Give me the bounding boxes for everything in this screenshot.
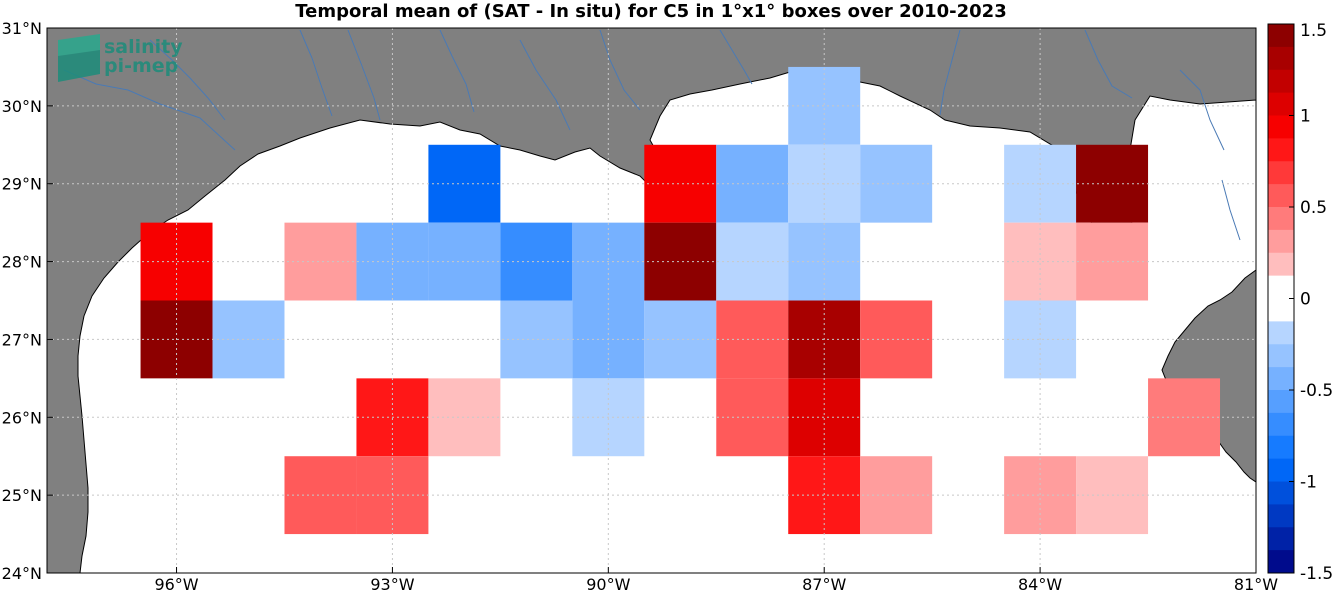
heatmap-cell bbox=[788, 456, 861, 535]
x-tick-label: 96°W bbox=[154, 575, 198, 594]
heatmap-cell bbox=[644, 222, 717, 301]
colorbar-segment bbox=[1268, 298, 1294, 322]
colorbar-segment bbox=[1268, 550, 1294, 574]
colorbar-segment bbox=[1268, 275, 1294, 299]
heatmap-cell bbox=[284, 456, 357, 535]
colorbar-axis: 1.5 1 0.5 0 -0.5 -1 -1.5 bbox=[1289, 21, 1333, 584]
x-tick-label: 81°W bbox=[1234, 575, 1278, 594]
x-tick-label: 84°W bbox=[1018, 575, 1062, 594]
colorbar-segment bbox=[1268, 527, 1294, 551]
heatmap-cell bbox=[860, 456, 933, 535]
y-tick-label: 27°N bbox=[2, 330, 42, 349]
colorbar-segment bbox=[1268, 69, 1294, 94]
colorbar-tick-label: -0.5 bbox=[1300, 381, 1333, 401]
latitude-axis: 24°N 25°N 26°N 27°N 28°N 29°N 30°N 31°N bbox=[2, 19, 53, 583]
y-tick-label: 31°N bbox=[2, 19, 42, 38]
colorbar-tick-label: 0.5 bbox=[1300, 198, 1327, 218]
longitude-axis: 96°W 93°W 90°W 87°W 84°W 81°W bbox=[154, 567, 1278, 594]
graticule bbox=[47, 28, 1256, 573]
colorbar-segment bbox=[1268, 435, 1294, 460]
river-lines bbox=[63, 29, 1241, 241]
colorbar-segment bbox=[1268, 207, 1294, 231]
heatmap-cell bbox=[860, 144, 933, 223]
heatmap-cell bbox=[428, 144, 501, 223]
chart-title: Temporal mean of (SAT - In situ) for C5 … bbox=[295, 1, 1006, 22]
colorbar-tick-label: 0 bbox=[1300, 290, 1311, 310]
x-tick-label: 87°W bbox=[802, 575, 846, 594]
heatmap-cell bbox=[500, 222, 573, 301]
colorbar-segment bbox=[1268, 458, 1294, 482]
colorbar-tick-label: 1.5 bbox=[1300, 21, 1327, 41]
heatmap-cell bbox=[860, 300, 933, 379]
x-tick-label: 90°W bbox=[586, 575, 630, 594]
y-tick-label: 25°N bbox=[2, 486, 42, 505]
heatmap-cell bbox=[644, 144, 717, 223]
heatmap-cell bbox=[428, 222, 501, 301]
x-tick-label: 93°W bbox=[370, 575, 414, 594]
heatmap-cell bbox=[1004, 456, 1077, 535]
colorbar-segment bbox=[1268, 138, 1294, 162]
colorbar-segment bbox=[1268, 115, 1294, 139]
colorbar bbox=[1267, 23, 1295, 574]
colorbar-tick-label: -1.5 bbox=[1300, 564, 1333, 584]
colorbar-segment bbox=[1268, 24, 1294, 48]
y-tick-label: 28°N bbox=[2, 253, 42, 272]
logo-line-2: pi-mep bbox=[104, 55, 178, 77]
heatmap-cell bbox=[500, 300, 573, 379]
colorbar-tick-label: -1 bbox=[1300, 473, 1317, 493]
colorbar-segment bbox=[1268, 46, 1294, 71]
colorbar-segment bbox=[1268, 229, 1294, 254]
y-tick-label: 24°N bbox=[2, 564, 42, 583]
colorbar-segment bbox=[1268, 161, 1294, 185]
colorbar-segment bbox=[1268, 367, 1294, 391]
colorbar-segment bbox=[1268, 252, 1294, 277]
colorbar-tick-label: 1 bbox=[1300, 107, 1311, 127]
y-tick-label: 30°N bbox=[2, 97, 42, 116]
logo-line-1: salinity bbox=[104, 36, 183, 58]
colorbar-segment bbox=[1268, 184, 1294, 208]
colorbar-segment bbox=[1268, 481, 1294, 505]
y-tick-label: 29°N bbox=[2, 175, 42, 194]
colorbar-segment bbox=[1268, 504, 1294, 528]
colorbar-segment bbox=[1268, 92, 1294, 116]
salinity-pi-mep-logo: salinity pi-mep bbox=[58, 34, 183, 82]
colorbar-segment bbox=[1268, 321, 1294, 345]
heatmap-cell bbox=[284, 222, 357, 301]
heatmap-cell bbox=[644, 300, 717, 379]
heatmap-cell bbox=[428, 378, 501, 457]
heatmap-cells bbox=[140, 66, 1221, 535]
y-tick-label: 26°N bbox=[2, 408, 42, 427]
plot-frame bbox=[46, 27, 1257, 574]
heatmap-cell bbox=[1004, 222, 1077, 301]
colorbar-segment bbox=[1268, 344, 1294, 368]
colorbar-segment bbox=[1268, 412, 1294, 437]
colorbar-segment bbox=[1268, 390, 1294, 414]
